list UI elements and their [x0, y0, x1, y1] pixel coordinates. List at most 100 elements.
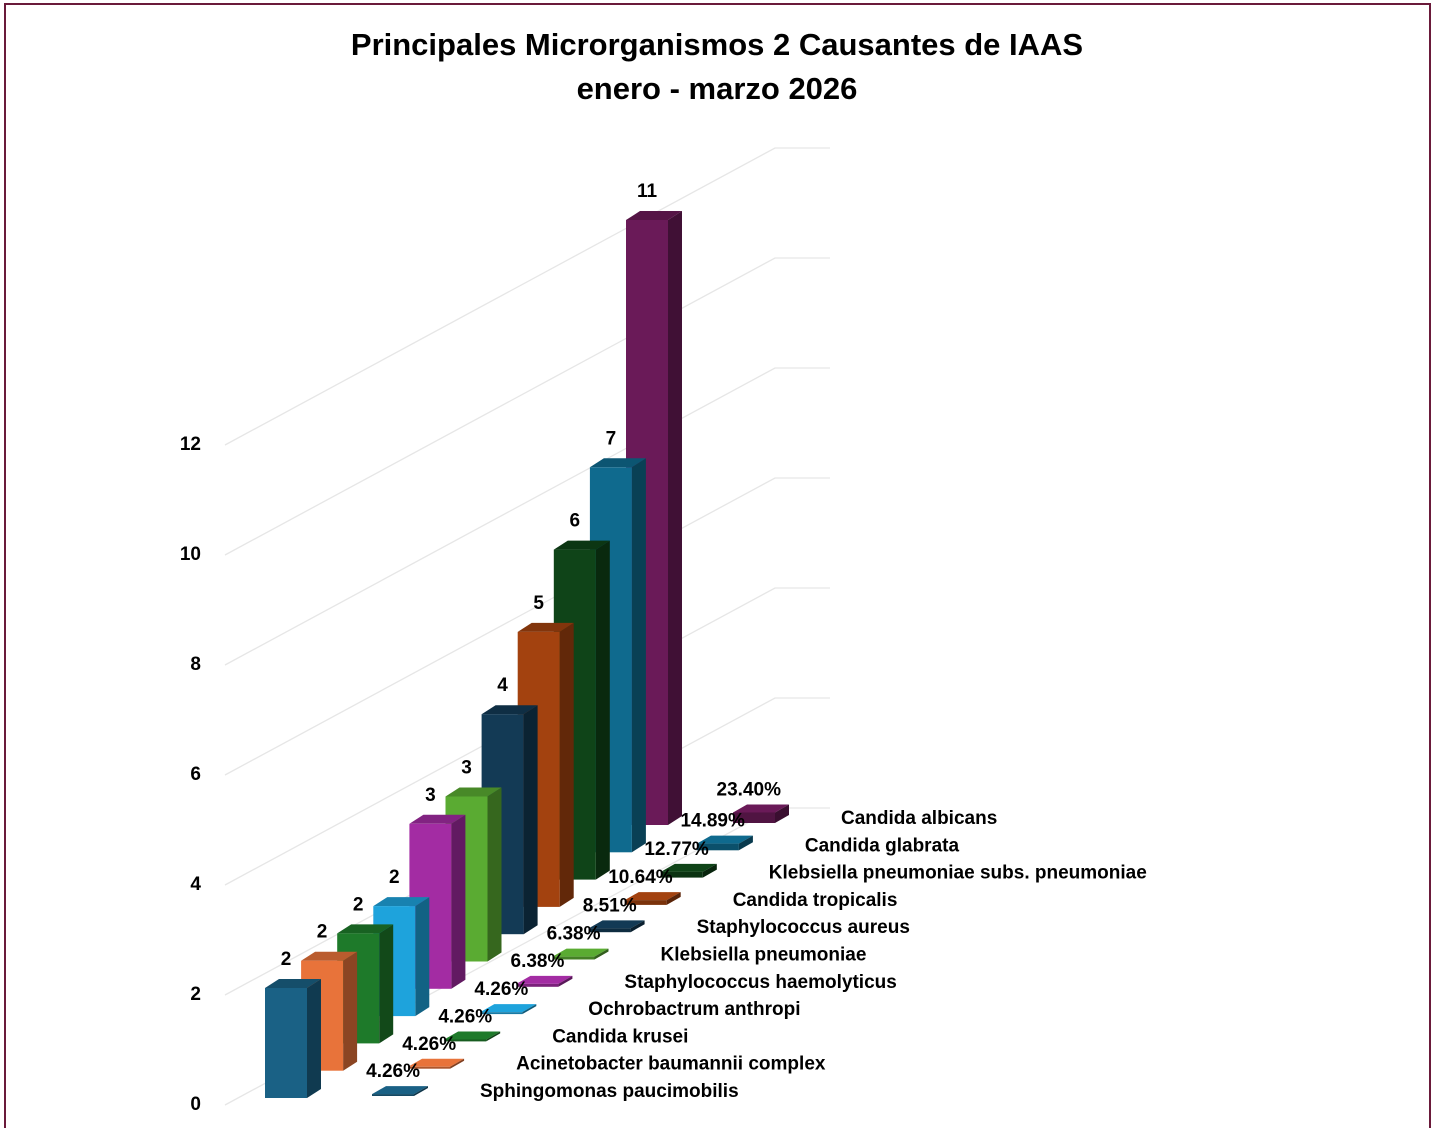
y-tick-label: 6	[190, 764, 201, 785]
percent-slab-side	[414, 1086, 428, 1096]
percent-label: 4.26%	[474, 979, 528, 1000]
percent-slab-top	[480, 1004, 537, 1013]
percent-slab-top	[588, 920, 645, 929]
grid-line	[224, 697, 830, 996]
category-label: Staphylococcus haemolyticus	[624, 972, 896, 993]
percent-label: 4.26%	[438, 1006, 492, 1027]
category-label: Candida krusei	[552, 1026, 688, 1047]
value-label: 6	[570, 511, 581, 532]
percent-slab-side	[630, 920, 645, 933]
bar-side	[595, 540, 610, 880]
percent-label: 10.64%	[608, 867, 673, 888]
value-label: 5	[533, 593, 544, 614]
percent-slab	[552, 956, 595, 960]
bar-side	[415, 897, 430, 1017]
category-label: Candida glabrata	[805, 835, 960, 856]
percent-slab-side	[666, 892, 681, 905]
grid-line	[224, 147, 830, 446]
percent-label: 8.51%	[583, 895, 637, 916]
bar	[265, 988, 307, 1098]
value-label: 3	[461, 758, 472, 779]
bar-side	[451, 814, 466, 989]
bar-top	[445, 787, 502, 797]
percent-slab-top	[696, 835, 753, 844]
percent-slab	[624, 900, 667, 905]
bar-side	[631, 458, 646, 853]
category-label: Klebsiella pneumoniae subs. pneumoniae	[769, 863, 1147, 884]
percent-label: 4.26%	[366, 1061, 420, 1082]
percent-slab-top	[372, 1086, 428, 1095]
bar-side	[487, 787, 502, 962]
bar-top	[337, 924, 394, 934]
percent-slab-top	[660, 863, 717, 872]
category-label: Candida albicans	[841, 808, 997, 829]
category-label: Candida tropicalis	[733, 890, 898, 911]
chart-subtitle: enero - marzo 2026	[577, 71, 858, 106]
percent-slab	[516, 983, 559, 987]
bar-top	[517, 622, 574, 632]
y-tick-label: 4	[190, 874, 201, 895]
value-label: 2	[281, 949, 292, 970]
percent-label: 14.89%	[680, 811, 745, 832]
percent-slab	[480, 1012, 523, 1015]
category-label: Acinetobacter baumannii complex	[516, 1054, 826, 1075]
percent-slab-side	[775, 804, 789, 823]
category-label: Staphylococcus aureus	[697, 917, 910, 938]
value-label: 3	[425, 785, 436, 806]
bar-top	[553, 540, 610, 550]
category-label: Sphingomonas paucimobilis	[480, 1081, 739, 1102]
bar-side	[307, 979, 321, 1098]
percent-slab-side	[450, 1058, 465, 1069]
value-label: 11	[637, 181, 658, 202]
percent-slab-side	[738, 835, 753, 851]
bar-top	[481, 705, 538, 715]
y-tick-label: 2	[190, 984, 201, 1005]
bar-side	[343, 951, 358, 1071]
value-label: 2	[389, 867, 400, 888]
bar-top	[301, 951, 358, 961]
grid-line	[224, 257, 830, 556]
percent-slab	[372, 1094, 414, 1096]
percent-slab	[408, 1066, 451, 1069]
bar-top	[409, 814, 466, 824]
percent-slab	[444, 1039, 487, 1042]
percent-slab-side	[558, 975, 573, 987]
bar-top	[373, 897, 430, 907]
category-label: Klebsiella pneumoniae	[661, 945, 867, 966]
percent-slab	[588, 928, 631, 933]
percent-slab-top	[733, 804, 789, 813]
percent-slab-side	[522, 1004, 537, 1015]
grid-line	[224, 367, 830, 666]
value-label: 7	[606, 428, 617, 449]
percent-slab	[696, 843, 739, 851]
percent-label: 6.38%	[547, 924, 601, 945]
value-label: 2	[353, 894, 364, 915]
percent-slab-side	[486, 1031, 501, 1042]
percent-slab-side	[702, 863, 717, 878]
bar-side	[379, 924, 394, 1044]
category-label: Ochrobactrum anthropi	[588, 999, 800, 1020]
value-label: 4	[497, 675, 508, 696]
grid-line	[224, 477, 830, 776]
percent-slab	[733, 812, 775, 823]
percent-slab-top	[516, 975, 573, 984]
percent-label: 23.40%	[717, 779, 782, 800]
chart-border	[4, 3, 1431, 1128]
percent-slab-top	[552, 948, 609, 957]
bar-top	[265, 979, 321, 988]
percent-slab	[660, 871, 703, 878]
y-tick-label: 10	[180, 544, 201, 565]
grid-line	[224, 587, 830, 886]
percent-slab-top	[624, 892, 681, 901]
y-tick-label: 12	[180, 434, 201, 455]
chart-title: Principales Microrganismos 2 Causantes d…	[351, 27, 1083, 62]
value-label: 2	[317, 922, 328, 943]
percent-label: 12.77%	[644, 839, 709, 860]
y-tick-label: 0	[190, 1094, 201, 1115]
bar-side	[668, 211, 682, 825]
percent-slab-top	[408, 1058, 465, 1067]
y-tick-label: 8	[190, 654, 201, 675]
percent-label: 4.26%	[402, 1034, 456, 1055]
